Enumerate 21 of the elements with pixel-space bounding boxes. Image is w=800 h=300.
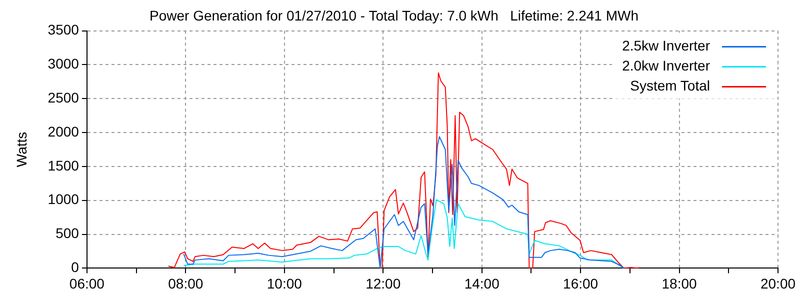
chart-title: Power Generation for 01/27/2010 - Total Today: 7.0 kWh Lifetime: 2.241 MWh [150,7,638,24]
y-tick-label: 2000 [48,123,80,140]
x-tick-label: 12:00 [366,275,401,292]
x-tick-label: 18:00 [662,275,697,292]
y-tick-label: 3500 [48,22,80,38]
y-tick-label: 1500 [48,157,80,174]
x-tick-label: 20:00 [760,275,796,292]
x-tick-label: 16:00 [563,275,598,292]
y-tick-label: 0 [71,259,80,276]
x-tick-label: 06:00 [69,275,105,292]
y-axis-title: Watts [13,132,30,168]
legend-label: System Total [630,78,710,94]
y-tick-label: 500 [56,225,80,242]
y-tick-label: 1000 [48,191,80,208]
legend-label: 2.5kw Inverter [622,38,710,54]
x-tick-label: 10:00 [266,275,302,292]
y-tick-label: 3000 [48,56,80,72]
x-tick-label: 08:00 [168,275,204,292]
y-tick-label: 2500 [48,89,80,106]
legend-label: 2.0kw Inverter [622,58,710,74]
x-tick-label: 14:00 [464,275,500,292]
